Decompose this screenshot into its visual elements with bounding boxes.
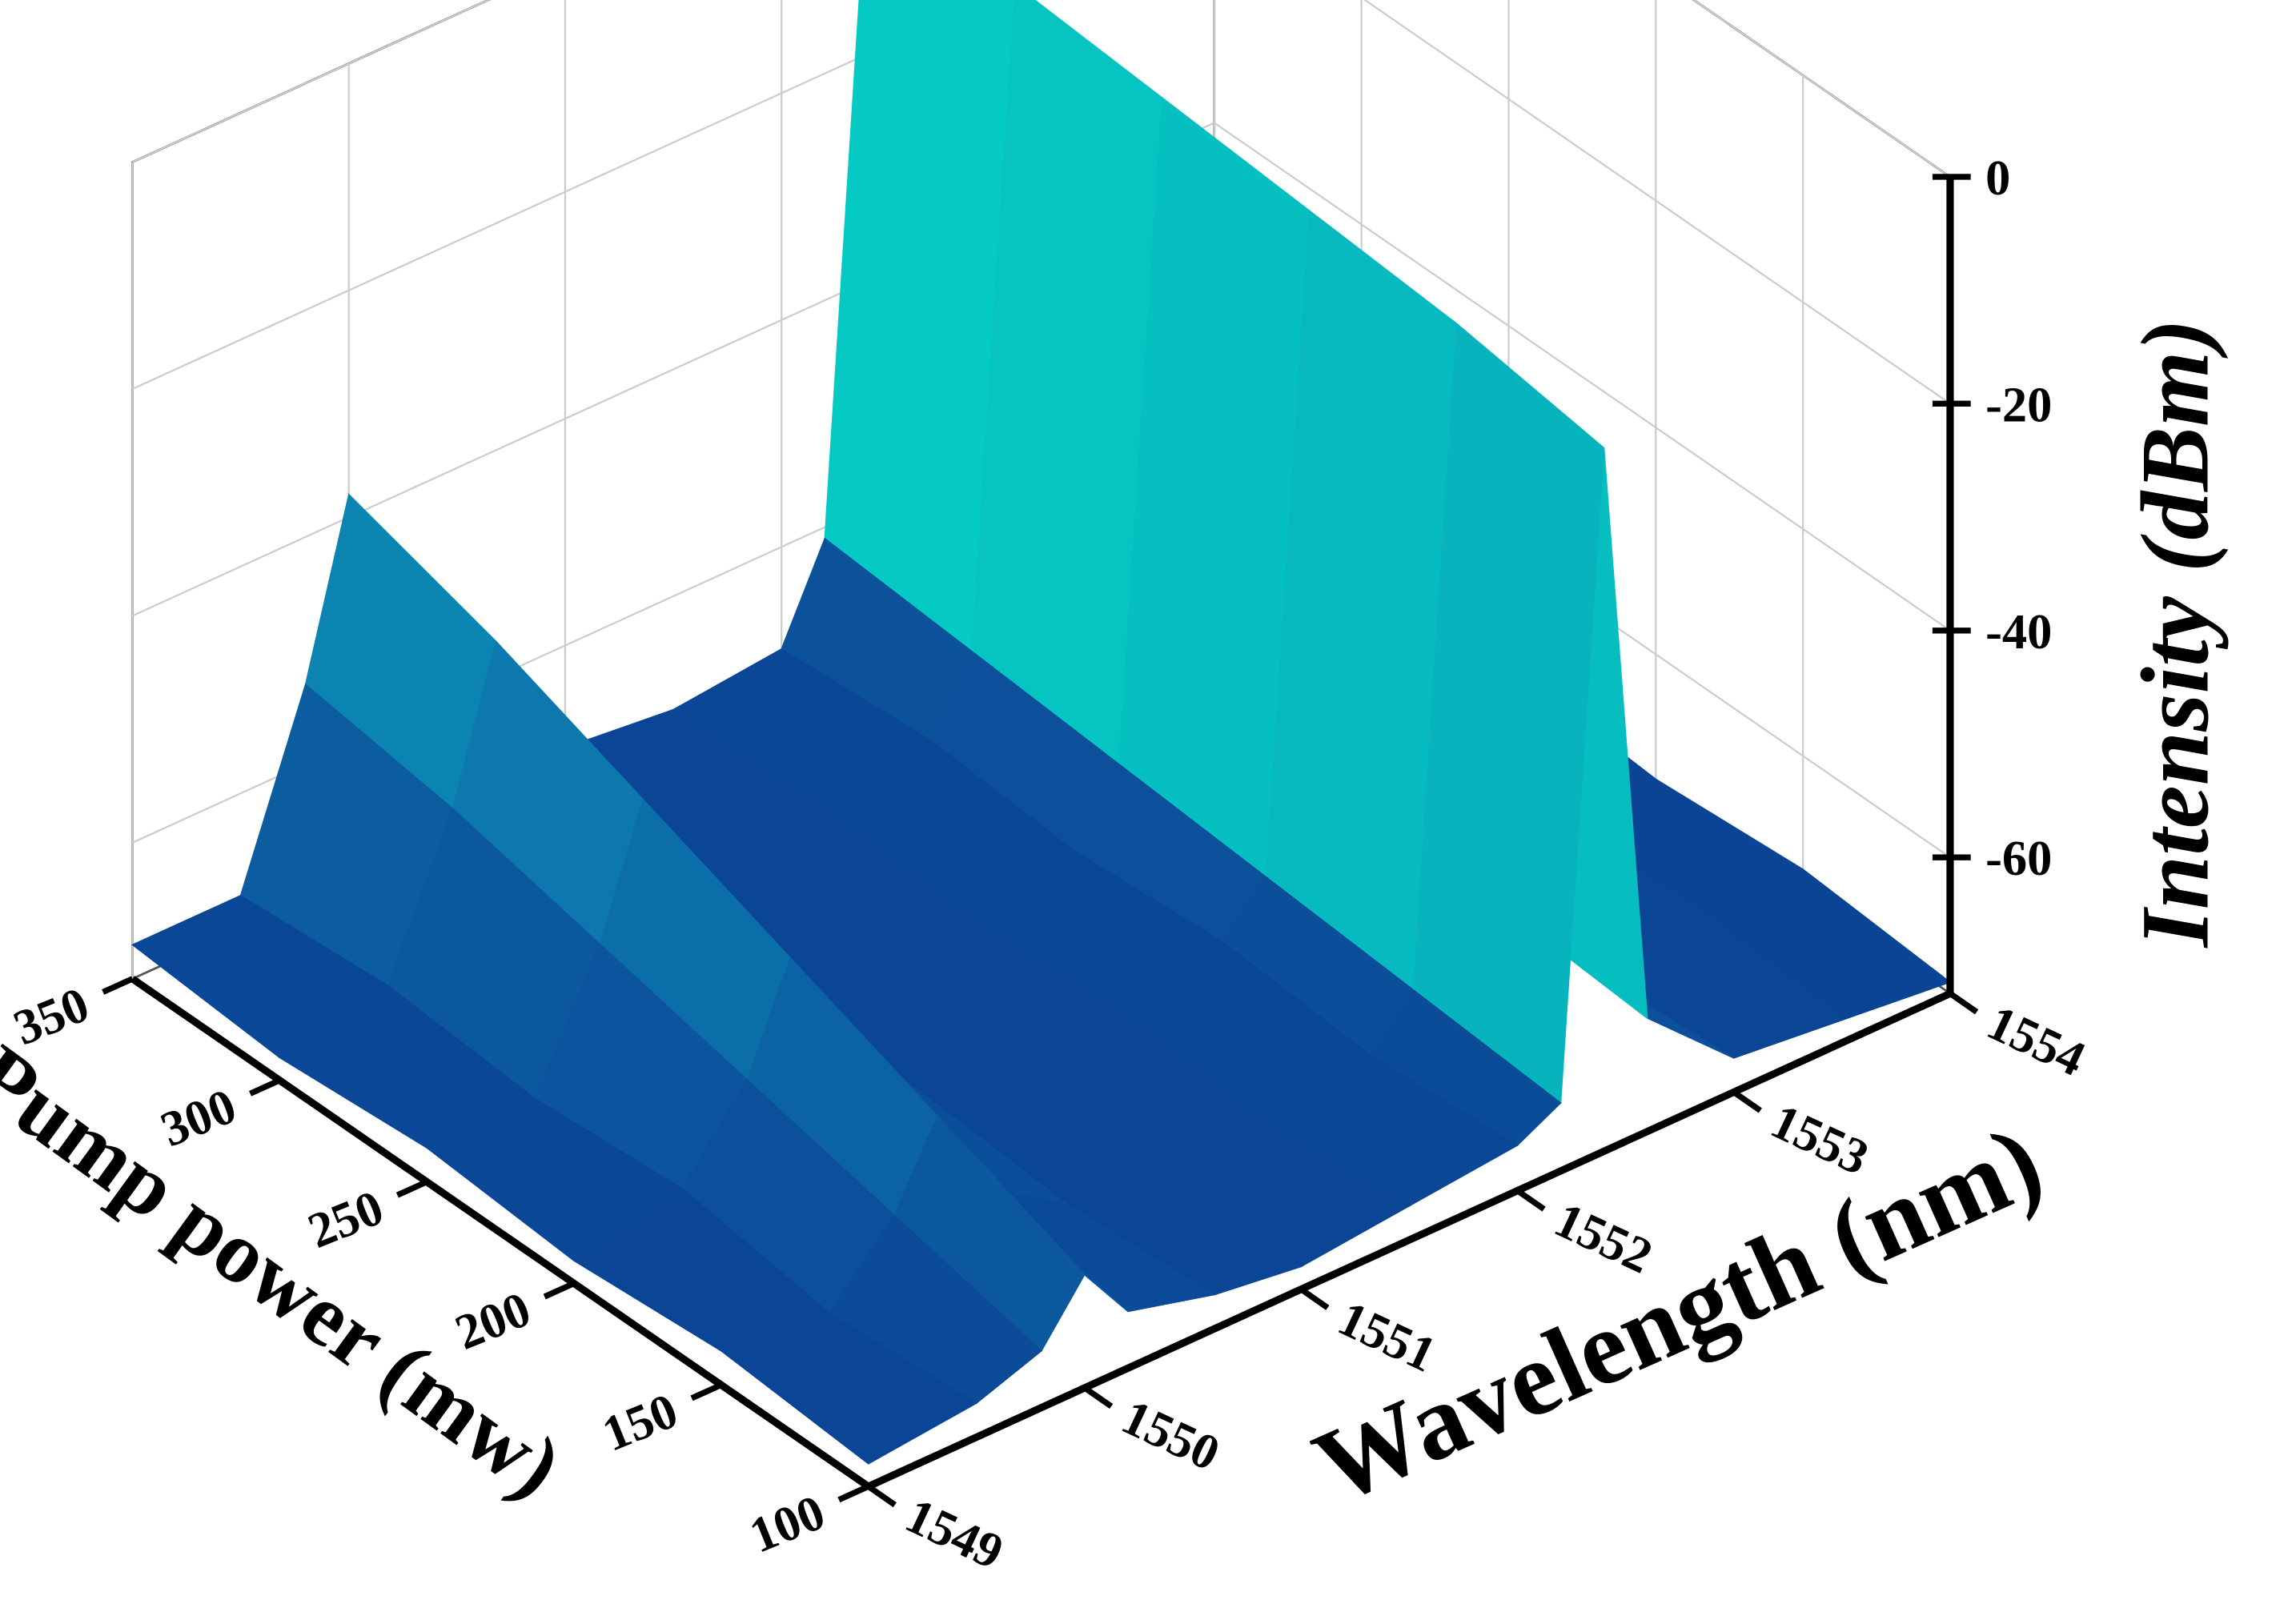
- grid-line: [1692, 0, 1951, 178]
- z-tick-label: -20: [1985, 376, 2052, 432]
- grid-line: [1363, 0, 1951, 405]
- y-tick: [690, 1381, 723, 1402]
- y-tick: [102, 976, 134, 995]
- y-tick: [837, 1483, 870, 1503]
- y-axis: [130, 976, 871, 1490]
- grid-line: [132, 0, 989, 390]
- y-tick-label: 100: [742, 1484, 833, 1564]
- x-tick: [1082, 1385, 1114, 1410]
- x-tick-label: 1554: [1979, 994, 2093, 1087]
- z-tick-label: 0: [1985, 150, 2010, 206]
- x-tick: [1732, 1089, 1762, 1113]
- x-tick: [1515, 1188, 1546, 1212]
- z-tick-label: -60: [1985, 830, 2052, 886]
- x-tick: [866, 1484, 897, 1508]
- y-tick-label: 200: [448, 1281, 538, 1361]
- z-tick-label: -40: [1985, 604, 2052, 660]
- surface-cell: [720, 1312, 978, 1465]
- z-axis-title: Intensity (dBm): [2122, 319, 2230, 948]
- grid-line: [1214, 122, 1951, 632]
- grid-line: [132, 0, 491, 163]
- y-tick: [248, 1077, 281, 1097]
- x-tick-label: 1550: [1114, 1389, 1228, 1482]
- x-axis: [866, 990, 1952, 1490]
- x-tick-label: 1549: [897, 1487, 1012, 1580]
- x-tick: [1299, 1286, 1330, 1310]
- y-tick: [395, 1179, 428, 1198]
- x-tick: [1948, 991, 1979, 1015]
- y-tick-label: 150: [595, 1382, 685, 1462]
- y-tick: [543, 1281, 576, 1300]
- surface: [131, 0, 1952, 1465]
